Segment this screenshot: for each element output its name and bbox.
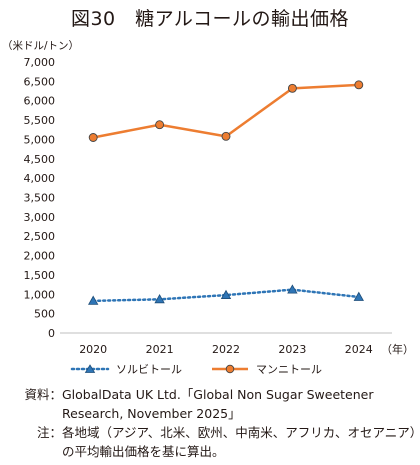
footnote-label: 注： [36,425,62,440]
footnote: 注： 各地域（アジア、北米、欧州、中南米、アフリカ、オセアニア） の平均輸出価格… [4,423,418,461]
figure-notes: 資料： GlobalData UK Ltd.「Global Non Sugar … [4,385,418,461]
legend-item-mannitol: マンニトール [210,361,322,377]
series-line-1 [92,83,359,139]
data-point-triangle [220,289,232,299]
source-note: 資料： GlobalData UK Ltd.「Global Non Sugar … [4,385,418,423]
data-point-circle [221,131,231,141]
data-point-circle [287,83,297,93]
x-tick-label: 2023 [278,343,306,356]
y-tick-label: 1,500 [24,269,56,282]
source-line-1: GlobalData UK Ltd.「Global Non Sugar Swee… [62,387,374,402]
y-tick-label: 3,000 [24,211,56,224]
y-axis-unit-label: （米ドル/トン） [2,40,80,52]
legend-label-sorbitol: ソルビトール [116,363,182,376]
line-chart: 0 500 1,000 1,500 2,000 2,500 3,000 3,500 4,000 4… [24,56,415,356]
data-point-triangle [88,295,99,305]
y-tick-label: 3,500 [24,192,56,205]
y-tick-label: 2,500 [24,230,56,243]
y-tick-label: 7,000 [24,56,56,69]
y-tick-label: 5,000 [24,133,56,146]
data-point-triangle [353,291,364,301]
x-axis-unit-label: （年） [381,342,414,356]
x-tick-label: 2024 [345,343,373,356]
y-tick-label: 5,500 [24,114,56,127]
source-line-2: Research, November 2025」 [62,406,241,421]
data-point-triangle [287,284,298,294]
y-tick-label: 500 [34,308,55,321]
y-tick-label: 6,500 [24,75,56,88]
x-tick-label: 2022 [212,343,240,356]
y-tick-label: 1,000 [24,288,56,301]
y-tick-label: 4,000 [24,172,56,185]
data-point-circle [354,80,364,90]
y-tick-label: 0 [48,327,55,340]
legend-item-sorbitol: ソルビトール [70,361,182,377]
footnote-line-2: の平均輸出価格を基に算出。 [62,444,225,459]
legend-swatch-sorbitol [70,364,110,373]
x-tick-label: 2020 [79,343,107,356]
source-label: 資料： [24,387,62,402]
figure-title: 図30 糖アルコールの輸出価格 [70,8,350,30]
data-point-triangle [154,294,165,304]
y-tick-label: 4,500 [24,153,56,166]
y-tick-label: 6,000 [24,95,56,108]
legend-label-mannitol: マンニトール [256,363,322,376]
data-point-circle [155,120,165,130]
legend-swatch-mannitol [212,364,248,374]
data-point-circle [88,133,98,142]
y-tick-label: 2,000 [24,250,56,263]
x-tick-label: 2021 [146,343,174,356]
footnote-line-1: 各地域（アジア、北米、欧州、中南米、アフリカ、オセアニア） [62,425,418,440]
chart-legend: ソルビトール マンニトール [70,359,350,379]
